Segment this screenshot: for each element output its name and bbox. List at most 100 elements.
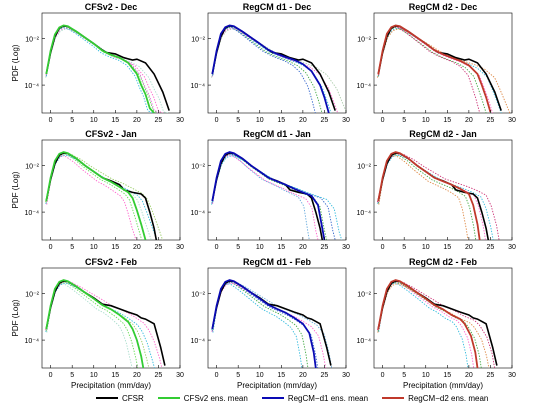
- x-tick-label: 10: [256, 244, 264, 251]
- ensemble-member-line: [377, 281, 482, 368]
- ensemble-member-line: [45, 152, 164, 240]
- panel: RegCM d2 - Dec 0 5 10 15 20 25 30 10⁻² 10⁻⁴: [357, 2, 516, 124]
- ensemble-member-line: [45, 27, 164, 113]
- y-tick-label: 10⁻²: [357, 292, 371, 299]
- panel: RegCM d1 - Dec 0 5 10 15 20 25 30 10⁻² 10⁻⁴: [191, 2, 350, 124]
- x-tick-label: 0: [381, 372, 385, 379]
- x-tick-label: 10: [90, 117, 98, 124]
- y-tick-label: 10⁻²: [191, 292, 205, 299]
- plot-area: [211, 279, 333, 368]
- ensemble-member-line: [378, 281, 475, 368]
- legend-label: RegCM−d1 ens. mean: [287, 393, 369, 403]
- ensemble-member-line: [46, 153, 143, 240]
- ensemble-mean-line: [377, 24, 492, 113]
- x-tick-label: 30: [176, 372, 184, 379]
- panel-frame: [373, 267, 513, 369]
- x-tick-label: 0: [381, 244, 385, 251]
- x-tick-label: 25: [487, 117, 495, 124]
- y-tick-label: 10⁻⁴: [25, 83, 40, 90]
- panel-frame: [207, 267, 347, 369]
- ensemble-mean-line: [377, 151, 481, 240]
- panel-title: CFSv2 - Feb: [85, 257, 138, 267]
- x-tick-label: 30: [508, 117, 516, 124]
- x-tick-label: 20: [133, 244, 141, 251]
- x-tick-label: 30: [176, 117, 184, 124]
- cfsr-line: [45, 152, 158, 240]
- x-tick-label: 10: [90, 372, 98, 379]
- plot-area: [45, 151, 164, 240]
- x-tick-label: 5: [236, 372, 240, 379]
- x-tick-label: 5: [402, 244, 406, 251]
- ensemble-member-line: [212, 154, 319, 240]
- x-tick-label: 0: [381, 117, 385, 124]
- x-tick-label: 30: [342, 117, 350, 124]
- panel-title: CFSv2 - Dec: [85, 2, 138, 12]
- x-tick-label: 25: [487, 372, 495, 379]
- x-tick-label: 20: [299, 117, 307, 124]
- cfsr-line: [377, 152, 490, 240]
- x-tick-label: 10: [90, 244, 98, 251]
- x-tick-label: 20: [465, 244, 473, 251]
- ensemble-member-line: [45, 281, 150, 368]
- ensemble-member-line: [45, 26, 158, 113]
- x-tick-label: 5: [236, 244, 240, 251]
- x-tick-label: 0: [215, 244, 219, 251]
- plot-area: [377, 279, 498, 368]
- y-axis-label: PDF (Log): [11, 44, 20, 81]
- x-tick-label: 30: [342, 372, 350, 379]
- x-axis-label: Precipitation (mm/day): [237, 381, 317, 390]
- legend-item: CFSR: [96, 394, 144, 403]
- x-tick-label: 25: [321, 372, 329, 379]
- y-tick-label: 10⁻²: [191, 164, 205, 171]
- plot-area: [45, 279, 166, 368]
- x-tick-label: 20: [465, 117, 473, 124]
- ensemble-member-line: [211, 281, 319, 368]
- x-tick-label: 0: [49, 372, 53, 379]
- ensemble-member-line: [46, 281, 139, 368]
- ensemble-member-line: [45, 282, 155, 368]
- x-tick-label: 30: [508, 244, 516, 251]
- ensemble-member-line: [45, 280, 163, 368]
- plot-area: [45, 24, 170, 113]
- y-tick-label: 10⁻⁴: [357, 83, 372, 90]
- y-axis-label: PDF (Log): [11, 171, 20, 208]
- ensemble-member-line: [211, 280, 333, 368]
- x-tick-label: 15: [111, 117, 119, 124]
- ensemble-mean-line: [45, 24, 155, 113]
- legend-label: CFSv2 ens. mean: [183, 393, 248, 403]
- x-tick-label: 15: [443, 244, 451, 251]
- cfsr-line: [45, 280, 166, 366]
- y-tick-label: 10⁻⁴: [191, 83, 206, 90]
- cfsr-line: [211, 152, 324, 240]
- legend: CFSR CFSv2 ens. mean RegCM−d1 ens. mean …: [96, 391, 536, 405]
- y-tick-label: 10⁻²: [25, 37, 39, 44]
- ensemble-mean-line: [377, 279, 479, 368]
- x-tick-label: 15: [111, 372, 119, 379]
- x-tick-label: 25: [155, 244, 163, 251]
- panel-title: RegCM d2 - Dec: [409, 2, 478, 12]
- ensemble-member-line: [212, 152, 310, 240]
- x-tick-label: 10: [422, 372, 430, 379]
- x-tick-label: 25: [321, 244, 329, 251]
- y-tick-label: 10⁻²: [357, 37, 371, 44]
- ensemble-member-line: [378, 27, 487, 113]
- panel: RegCM d1 - Feb 0 5 10 15 20 25 30 10⁻² 10⁻⁴ Precip…: [191, 257, 350, 390]
- x-tick-label: 30: [176, 244, 184, 251]
- y-tick-label: 10⁻⁴: [25, 338, 40, 345]
- ensemble-member-line: [212, 26, 323, 113]
- x-axis-label: Precipitation (mm/day): [71, 381, 151, 390]
- x-tick-label: 15: [111, 244, 119, 251]
- ensemble-member-line: [211, 27, 332, 113]
- panel-title: RegCM d1 - Feb: [243, 257, 312, 267]
- ensemble-member-line: [211, 282, 327, 368]
- ensemble-member-line: [45, 28, 169, 113]
- panel-title: RegCM d2 - Feb: [409, 257, 478, 267]
- panel: CFSv2 - Dec 0 5 10 15 20 25 30 10⁻² 10⁻⁴ PDF (Log): [11, 2, 184, 124]
- y-tick-label: 10⁻²: [25, 164, 39, 171]
- panel-frame: [41, 12, 181, 114]
- ensemble-member-line: [376, 152, 500, 240]
- x-tick-label: 5: [70, 244, 74, 251]
- plot-area: [211, 151, 343, 240]
- panel-title: RegCM d2 - Jan: [409, 129, 477, 139]
- x-tick-label: 5: [236, 117, 240, 124]
